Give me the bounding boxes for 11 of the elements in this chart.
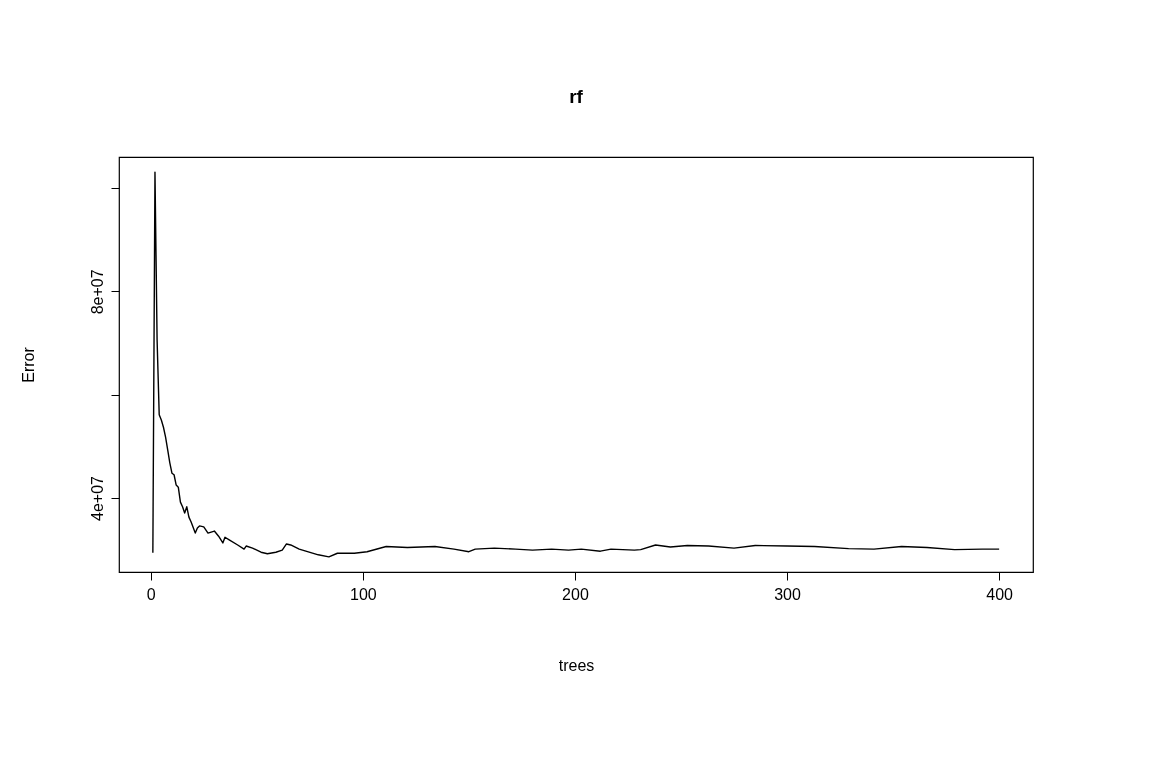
x-tick-label: 400 — [986, 585, 1014, 603]
x-tick-label: 200 — [562, 585, 589, 603]
y-axis-title: Error — [19, 346, 37, 383]
x-tick-label: 100 — [349, 585, 377, 603]
chart-title: rf — [569, 86, 584, 107]
y-tick-label: 4e+07 — [88, 475, 106, 521]
y-tick-label: 8e+07 — [88, 269, 106, 315]
x-tick-label: 0 — [146, 585, 156, 603]
x-tick-label: 300 — [774, 585, 801, 603]
x-axis-title: trees — [558, 656, 595, 674]
line-series — [152, 171, 1000, 558]
